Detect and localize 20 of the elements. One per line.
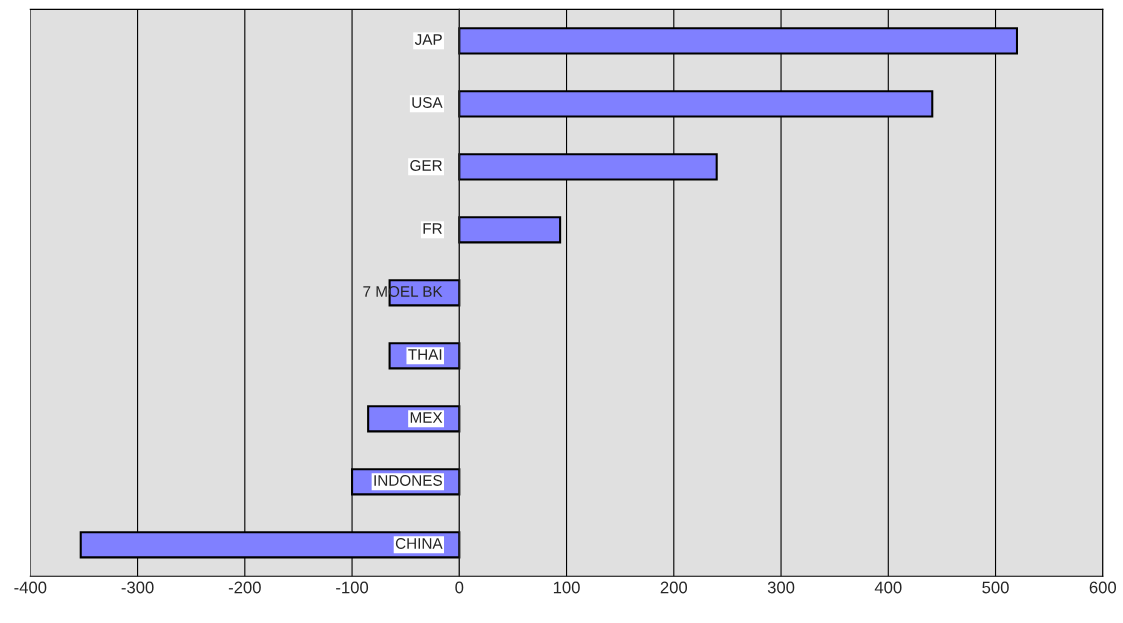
y-tick-label: CHINA [395, 538, 443, 549]
x-tick-label: 200 [660, 581, 688, 594]
x-tick-label: -400 [14, 581, 47, 594]
y-tick-label: GER [410, 160, 442, 171]
bar [458, 216, 562, 244]
y-tick-label: THAI [408, 349, 442, 360]
x-tick-label: 400 [874, 581, 902, 594]
x-tick-label: -200 [228, 581, 261, 594]
x-tick-label: 300 [767, 581, 795, 594]
y-tick-label: FR [423, 223, 442, 234]
x-tick-label: -100 [336, 581, 369, 594]
y-tick-label: JAP [414, 34, 442, 45]
x-tick-label: 600 [1089, 581, 1117, 594]
x-tick-label: 100 [553, 581, 580, 594]
x-tick-label: 500 [982, 581, 1009, 594]
y-tick-label: INDONES [374, 475, 442, 486]
x-tick-label: 0 [455, 581, 464, 594]
y-tick-label: MEX [410, 412, 443, 423]
y-tick-label: USA [412, 97, 443, 108]
x-tick-label: -300 [121, 581, 154, 594]
